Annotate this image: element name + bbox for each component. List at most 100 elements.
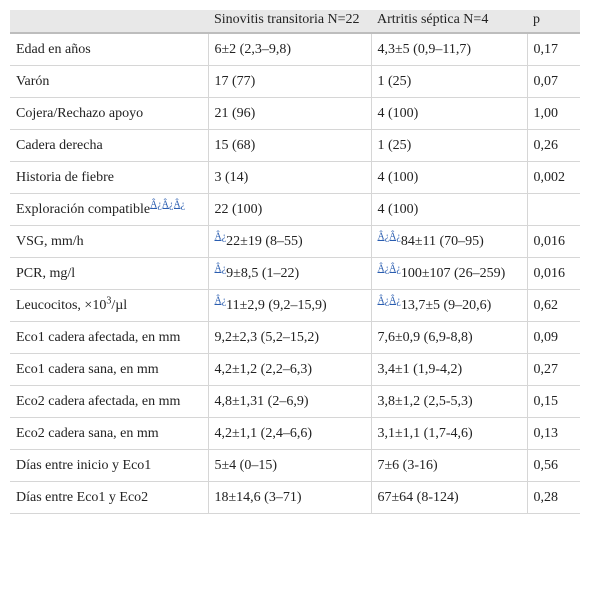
footnote-link[interactable]: Â¿Â¿ xyxy=(377,295,401,307)
cell-text: Historia de fiebre xyxy=(16,170,114,185)
cell: 0,016 xyxy=(526,257,580,290)
cell-text: Varón xyxy=(16,74,50,89)
cell-text: 4,3±5 (0,9–11,7) xyxy=(377,42,472,57)
cell: 1 (25) xyxy=(370,129,528,162)
cell-text: 6±2 (2,3–9,8) xyxy=(214,42,292,57)
cell: 0,62 xyxy=(526,289,580,322)
cell: 4,2±1,1 (2,4–6,6) xyxy=(207,417,372,450)
cell: 0,56 xyxy=(526,449,580,482)
cell: 21 (96) xyxy=(207,97,372,130)
table-row: Cadera derecha 15 (68) 1 (25) 0,26 xyxy=(10,129,580,162)
cell: 4,3±5 (0,9–11,7) xyxy=(370,32,528,66)
cell: 3,8±1,2 (2,5-5,3) xyxy=(370,385,528,418)
cell: Â¿11±2,9 (9,2–15,9) xyxy=(207,289,372,322)
cell: Â¿Â¿13,7±5 (9–20,6) xyxy=(370,289,528,322)
cell-text: Leucocitos, ×10 xyxy=(16,298,107,313)
cell-text: 3,1±1,1 (1,7-4,6) xyxy=(377,426,473,441)
header-row: Sinovitis transitoria N=22 Artritis sépt… xyxy=(10,10,580,34)
cell-text: 0,26 xyxy=(533,138,559,153)
cell-text: Eco2 cadera sana, en mm xyxy=(16,426,159,441)
row-label: Cadera derecha xyxy=(10,129,209,162)
table-row: Historia de fiebre 3 (14) 4 (100) 0,002 xyxy=(10,161,580,194)
footnote-link[interactable]: Â¿Â¿Â¿ xyxy=(150,199,186,211)
cell-text: 0,07 xyxy=(533,74,559,89)
cell: 7±6 (3-16) xyxy=(370,449,528,482)
cell-text: VSG, mm/h xyxy=(16,234,84,249)
row-label: Eco1 cadera sana, en mm xyxy=(10,353,209,386)
cell-text: /µl xyxy=(111,298,128,313)
cell: 0,13 xyxy=(526,417,580,450)
cell: Â¿Â¿84±11 (70–95) xyxy=(370,225,528,258)
row-label: Eco2 cadera sana, en mm xyxy=(10,417,209,450)
table-row: PCR, mg/l Â¿9±8,5 (1–22) Â¿Â¿100±107 (26–2… xyxy=(10,257,580,290)
cell: 0,28 xyxy=(526,481,580,514)
cell-text: Edad en años xyxy=(16,42,91,57)
footnote-link[interactable]: Â¿ xyxy=(214,295,227,307)
row-label: Edad en años xyxy=(10,32,209,66)
cell-text: Días entre Eco1 y Eco2 xyxy=(16,490,149,505)
cell: 67±64 (8-124) xyxy=(370,481,528,514)
table-body: Edad en años 6±2 (2,3–9,8) 4,3±5 (0,9–11,7… xyxy=(10,32,580,514)
footnote-link[interactable]: Â¿Â¿ xyxy=(377,263,401,275)
cell-text: Cadera derecha xyxy=(16,138,103,153)
row-label: Eco2 cadera afectada, en mm xyxy=(10,385,209,418)
cell-text: PCR, mg/l xyxy=(16,266,76,281)
row-label: Exploración compatibleÂ¿Â¿Â¿ xyxy=(10,193,209,226)
cell-text: 21 (96) xyxy=(214,106,256,121)
cell: 1 (25) xyxy=(370,65,528,98)
cell: 22 (100) xyxy=(207,193,372,226)
cell: 4,2±1,2 (2,2–6,3) xyxy=(207,353,372,386)
cell-text: 0,62 xyxy=(533,298,559,313)
row-label: Leucocitos, ×103/µl xyxy=(10,289,209,322)
cell-text: 18±14,6 (3–71) xyxy=(214,490,302,505)
table-row: Edad en años 6±2 (2,3–9,8) 4,3±5 (0,9–11,7… xyxy=(10,32,580,66)
data-table: Sinovitis transitoria N=22 Artritis sépt… xyxy=(10,10,580,514)
cell-text: 0,56 xyxy=(533,458,559,473)
table-row: Varón 17 (77) 1 (25) 0,07 xyxy=(10,65,580,98)
cell: 7,6±0,9 (6,9-8,8) xyxy=(370,321,528,354)
cell-text: Exploración compatible xyxy=(16,202,151,217)
table-header: Sinovitis transitoria N=22 Artritis sépt… xyxy=(10,10,580,34)
cell: 3,1±1,1 (1,7-4,6) xyxy=(370,417,528,450)
cell-text: 11±2,9 (9,2–15,9) xyxy=(226,298,327,313)
table-row: Eco2 cadera sana, en mm 4,2±1,1 (2,4–6,6)… xyxy=(10,417,580,450)
footnote-link[interactable]: Â¿ xyxy=(214,263,227,275)
cell-text: 3,4±1 (1,9-4,2) xyxy=(377,362,463,377)
cell-text: Eco2 cadera afectada, en mm xyxy=(16,394,181,409)
table-row: Eco2 cadera afectada, en mm 4,8±1,31 (2–6… xyxy=(10,385,580,418)
cell-text: 0,28 xyxy=(533,490,559,505)
cell-text: 1 (25) xyxy=(377,138,412,153)
cell: 1,00 xyxy=(526,97,580,130)
header-cell: Sinovitis transitoria N=22 xyxy=(208,10,371,34)
cell: 0,26 xyxy=(526,129,580,162)
cell-text: 84±11 (70–95) xyxy=(400,234,484,249)
cell: Â¿22±19 (8–55) xyxy=(207,225,372,258)
footnote-link[interactable]: Â¿ xyxy=(214,231,227,243)
cell-text: 4,8±1,31 (2–6,9) xyxy=(214,394,309,409)
cell-text: 22±19 (8–55) xyxy=(226,234,303,249)
cell-text: 17 (77) xyxy=(214,74,256,89)
cell: 6±2 (2,3–9,8) xyxy=(207,32,372,66)
cell: 0,17 xyxy=(526,32,580,66)
superscript: 3 xyxy=(106,295,112,307)
cell-text: 3 (14) xyxy=(214,170,249,185)
row-label: Días entre inicio y Eco1 xyxy=(10,449,209,482)
cell-text: 9±8,5 (1–22) xyxy=(226,266,300,281)
table-row: Eco1 cadera afectada, en mm 9,2±2,3 (5,2–… xyxy=(10,321,580,354)
cell-text: 0,09 xyxy=(533,330,559,345)
cell-text: Cojera/Rechazo apoyo xyxy=(16,106,144,121)
cell-text: 0,016 xyxy=(533,234,566,249)
footnote-link[interactable]: Â¿Â¿ xyxy=(377,231,401,243)
cell-text: 5±4 (0–15) xyxy=(214,458,278,473)
cell-text: 4 (100) xyxy=(377,106,419,121)
cell-text: Días entre inicio y Eco1 xyxy=(16,458,152,473)
cell: Â¿9±8,5 (1–22) xyxy=(207,257,372,290)
row-label: Días entre Eco1 y Eco2 xyxy=(10,481,209,514)
cell-text: 7,6±0,9 (6,9-8,8) xyxy=(377,330,473,345)
header-cell: p xyxy=(527,10,580,34)
cell: 0,27 xyxy=(526,353,580,386)
cell-text: 15 (68) xyxy=(214,138,256,153)
row-label: Cojera/Rechazo apoyo xyxy=(10,97,209,130)
cell: 4 (100) xyxy=(370,161,528,194)
